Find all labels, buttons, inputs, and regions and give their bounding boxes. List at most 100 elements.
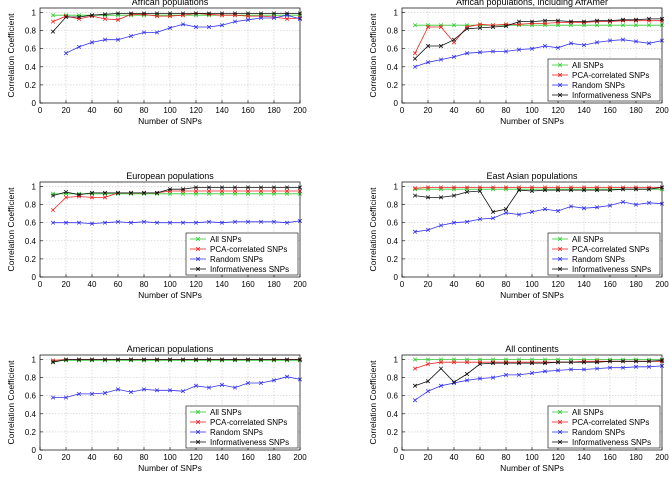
- data-point: [412, 398, 418, 403]
- data-point: [620, 365, 626, 370]
- data-point: [425, 43, 431, 49]
- data-point: [607, 18, 613, 23]
- data-point: [425, 185, 431, 190]
- legend-swatch-marker: [195, 439, 201, 445]
- data-point: [620, 187, 626, 192]
- x-tick-label: 140: [577, 106, 591, 115]
- data-point: [425, 389, 431, 394]
- y-tick-label: 0.6: [25, 219, 37, 228]
- x-tick-label: 0: [400, 453, 405, 462]
- data-point: [633, 357, 639, 362]
- data-point: [258, 188, 264, 194]
- data-point: [464, 360, 470, 365]
- y-tick-label: 0.4: [25, 237, 37, 246]
- data-point: [607, 365, 613, 370]
- data-point: [451, 220, 457, 225]
- data-point: [258, 11, 264, 16]
- data-point: [490, 23, 496, 28]
- data-point: [141, 11, 147, 16]
- data-point: [516, 188, 522, 193]
- data-point: [581, 206, 587, 211]
- data-point: [633, 17, 639, 22]
- x-tick-label: 180: [629, 280, 643, 289]
- data-point: [63, 357, 69, 362]
- data-point: [607, 23, 613, 28]
- legend-entry-label: All SNPs: [572, 408, 604, 417]
- data-point: [193, 11, 199, 16]
- data-point: [219, 185, 225, 190]
- y-tick-label: 0.2: [387, 428, 399, 437]
- data-point: [646, 16, 652, 21]
- axes-frame: [39, 7, 301, 104]
- x-tick-label: 40: [450, 280, 459, 289]
- series-random-snps: [412, 37, 665, 69]
- legend-swatch-marker: [557, 82, 563, 88]
- data-point: [232, 188, 238, 194]
- x-tick-label: 40: [88, 453, 97, 462]
- series-line: [414, 187, 663, 213]
- x-tick-label: 20: [424, 280, 433, 289]
- data-point: [206, 24, 212, 30]
- data-point: [581, 19, 587, 24]
- data-point: [581, 188, 587, 193]
- x-tick-label: 0: [38, 280, 43, 289]
- data-point: [555, 360, 561, 365]
- y-tick-label: 0: [32, 99, 37, 108]
- y-tick-label: 1: [32, 9, 37, 18]
- series-line: [53, 376, 301, 398]
- series-line: [414, 365, 663, 401]
- data-point: [245, 17, 251, 22]
- x-tick-label: 200: [655, 280, 669, 289]
- data-point: [412, 23, 418, 28]
- legend-swatch-marker: [557, 256, 563, 262]
- data-point: [63, 14, 69, 20]
- data-point: [594, 360, 600, 365]
- x-tick-label: 40: [88, 106, 97, 115]
- data-point: [141, 219, 147, 224]
- x-tick-label: 160: [241, 280, 255, 289]
- x-tick-label: 100: [525, 106, 539, 115]
- series-informativeness-snps: [412, 16, 665, 61]
- data-point: [542, 23, 548, 28]
- data-point: [412, 357, 418, 362]
- chart-panel-3: 0 20 40 60 80 100 120 140 160 180 200 0 0.2 0.4 0.6 0.8…: [6, 171, 307, 300]
- x-tick-label: 0: [400, 106, 405, 115]
- x-tick-label: 20: [62, 453, 71, 462]
- y-axis-label: Correlation Coefficient: [368, 360, 378, 445]
- data-point: [464, 219, 470, 224]
- series-informativeness-snps: [50, 185, 303, 198]
- data-point: [76, 391, 82, 396]
- data-point: [464, 378, 470, 383]
- data-point: [555, 368, 561, 373]
- data-point: [50, 395, 56, 400]
- data-point: [180, 22, 186, 27]
- data-point: [581, 367, 587, 372]
- data-point: [412, 186, 418, 191]
- x-tick-label: 100: [163, 106, 177, 115]
- data-point: [490, 187, 496, 192]
- x-tick-label: 160: [241, 106, 255, 115]
- data-point: [620, 23, 626, 28]
- legend-swatch-marker: [557, 236, 563, 242]
- x-tick-label: 20: [62, 280, 71, 289]
- data-point: [154, 388, 160, 393]
- x-tick-label: 200: [655, 453, 669, 462]
- x-axis-label: Number of SNPs: [500, 463, 564, 473]
- legend-entry-label: PCA-correlated SNPs: [210, 418, 287, 427]
- data-point: [529, 361, 535, 366]
- x-tick-label: 80: [502, 106, 511, 115]
- y-tick-label: 1: [32, 356, 37, 365]
- legend-swatch-marker: [557, 92, 563, 98]
- data-point: [646, 357, 652, 362]
- data-point: [451, 380, 457, 386]
- series-informativeness-snps: [412, 185, 665, 214]
- data-point: [451, 187, 457, 192]
- data-point: [425, 60, 431, 65]
- data-point: [232, 219, 238, 224]
- data-point: [141, 30, 147, 35]
- data-point: [516, 47, 522, 52]
- data-point: [438, 23, 444, 28]
- x-tick-label: 40: [450, 453, 459, 462]
- data-point: [76, 14, 82, 20]
- data-point: [154, 357, 160, 362]
